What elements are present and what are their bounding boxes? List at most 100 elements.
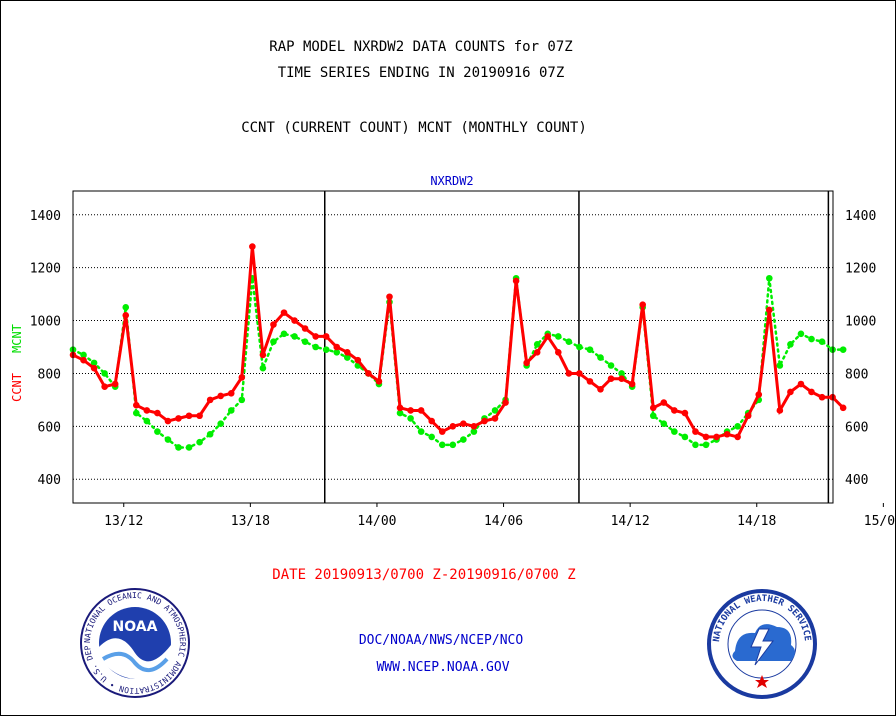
series-point-mcnt-9 xyxy=(164,436,172,443)
y-tick-label-left-1000: 1000 xyxy=(30,315,61,330)
website-label: WWW.NCEP.NOAA.GOV xyxy=(376,660,510,675)
series-point-ccnt-53 xyxy=(628,380,636,388)
series-point-ccnt-68 xyxy=(787,388,794,396)
series-point-mcnt-71 xyxy=(818,338,826,346)
series-point-ccnt-35 xyxy=(438,428,446,435)
series-point-mcnt-12 xyxy=(196,438,203,446)
y-axis-label-ccnt: CCNT xyxy=(10,373,24,402)
series-point-ccnt-54 xyxy=(639,301,646,308)
series-point-ccnt-22 xyxy=(301,325,309,332)
series-point-ccnt-43 xyxy=(523,359,530,367)
y-tick-label-left-600: 600 xyxy=(38,420,61,435)
series-point-mcnt-47 xyxy=(565,338,573,346)
series-point-mcnt-50 xyxy=(597,354,604,361)
y-tick-label-right-800: 800 xyxy=(845,367,868,382)
series-point-ccnt-15 xyxy=(227,389,235,397)
series-point-mcnt-59 xyxy=(692,441,699,449)
series-point-ccnt-11 xyxy=(185,412,193,420)
org-path-label: DOC/NOAA/NWS/NCEP/NCO xyxy=(358,633,524,648)
series-point-ccnt-58 xyxy=(681,409,689,417)
series-point-ccnt-63 xyxy=(734,433,741,441)
series-point-ccnt-52 xyxy=(618,375,625,383)
series-point-ccnt-41 xyxy=(502,399,509,406)
series-point-ccnt-33 xyxy=(417,407,425,414)
series-point-mcnt-15 xyxy=(227,407,235,414)
y-tick-label-right-400: 400 xyxy=(845,473,868,488)
series-point-ccnt-13 xyxy=(206,396,214,404)
series-point-ccnt-36 xyxy=(449,423,457,430)
series-point-ccnt-61 xyxy=(713,433,720,441)
series-point-mcnt-69 xyxy=(797,330,805,338)
series-point-mcnt-31 xyxy=(396,409,404,417)
series-point-ccnt-65 xyxy=(755,391,763,398)
series-point-ccnt-62 xyxy=(723,430,731,438)
series-point-ccnt-39 xyxy=(481,417,488,425)
series-point-mcnt-1 xyxy=(80,351,87,359)
series-point-ccnt-46 xyxy=(555,348,562,356)
time-series-chart: NXRDW2 CCNT MCNT 400 400 600 600 800 800 1000 1… xyxy=(10,174,895,529)
x-tick-label-13/18: 13/18 xyxy=(231,514,270,529)
series-point-ccnt-4 xyxy=(111,380,119,388)
series-point-ccnt-67 xyxy=(776,407,784,414)
series-point-mcnt-38 xyxy=(470,428,478,435)
series-point-mcnt-70 xyxy=(808,335,815,343)
series-point-mcnt-51 xyxy=(607,362,615,369)
series-point-ccnt-8 xyxy=(154,409,161,417)
series-point-mcnt-36 xyxy=(449,441,457,449)
series-point-mcnt-46 xyxy=(555,333,562,340)
series-point-ccnt-70 xyxy=(808,388,815,396)
series-point-mcnt-16 xyxy=(238,396,246,404)
x-tick-label-14/00: 14/00 xyxy=(357,514,396,529)
series-point-ccnt-1 xyxy=(80,356,87,364)
series-point-mcnt-13 xyxy=(206,430,214,438)
series-point-mcnt-23 xyxy=(312,343,319,351)
y-tick-label-right-1400: 1400 xyxy=(845,209,876,224)
series-point-ccnt-10 xyxy=(175,415,182,422)
y-axis-label: CCNT MCNT xyxy=(10,324,24,402)
series-point-mcnt-14 xyxy=(217,420,224,427)
series-point-mcnt-57 xyxy=(671,428,678,435)
series-point-ccnt-45 xyxy=(544,333,552,340)
series-point-ccnt-16 xyxy=(238,374,246,381)
series-point-ccnt-64 xyxy=(744,412,752,420)
series-point-ccnt-49 xyxy=(586,378,594,385)
series-point-ccnt-29 xyxy=(375,378,383,385)
series-point-ccnt-7 xyxy=(143,407,151,414)
date-range-label: DATE 20190913/0700 Z-20190916/0700 Z xyxy=(272,567,576,583)
series-point-ccnt-47 xyxy=(565,370,573,377)
series-point-ccnt-73 xyxy=(839,404,847,412)
chart-title: NXRDW2 xyxy=(430,174,473,188)
y-tick-label-left-1400: 1400 xyxy=(30,209,61,224)
series-point-ccnt-60 xyxy=(702,433,710,441)
series-point-mcnt-22 xyxy=(301,338,309,346)
series-point-mcnt-49 xyxy=(586,346,594,353)
series-point-mcnt-32 xyxy=(407,415,414,422)
series-point-ccnt-31 xyxy=(396,404,404,412)
series-point-mcnt-68 xyxy=(787,341,794,348)
nws-logo: NATIONAL WEATHER SERVICE xyxy=(707,589,817,699)
series-point-mcnt-63 xyxy=(734,423,741,430)
y-tick-label-left-400: 400 xyxy=(38,473,61,488)
series-point-mcnt-33 xyxy=(417,428,425,435)
series-point-ccnt-55 xyxy=(649,404,657,412)
series-point-mcnt-25 xyxy=(333,348,341,356)
series-point-ccnt-25 xyxy=(333,343,341,351)
series-point-mcnt-60 xyxy=(702,441,710,449)
series-point-mcnt-20 xyxy=(280,330,288,338)
chart-header-line-2: TIME SERIES ENDING IN 20190916 07Z xyxy=(277,65,565,81)
series-point-ccnt-24 xyxy=(322,333,330,340)
series-point-mcnt-37 xyxy=(460,436,467,443)
series-point-mcnt-5 xyxy=(122,304,130,311)
series-point-mcnt-19 xyxy=(270,338,277,346)
series-point-ccnt-38 xyxy=(470,423,478,430)
series-point-ccnt-40 xyxy=(491,415,499,422)
series-point-ccnt-27 xyxy=(354,356,362,364)
chart-header-line-1: RAP MODEL NXRDW2 DATA COUNTS for 07Z xyxy=(269,39,573,55)
series-point-mcnt-73 xyxy=(839,346,847,353)
x-tick-label-15/00: 15/00 xyxy=(864,514,895,529)
series-point-ccnt-50 xyxy=(597,386,604,393)
series-point-mcnt-34 xyxy=(428,433,436,441)
y-tick-label-left-1200: 1200 xyxy=(30,262,61,277)
series-point-mcnt-35 xyxy=(438,441,446,449)
series-point-mcnt-58 xyxy=(681,433,689,441)
